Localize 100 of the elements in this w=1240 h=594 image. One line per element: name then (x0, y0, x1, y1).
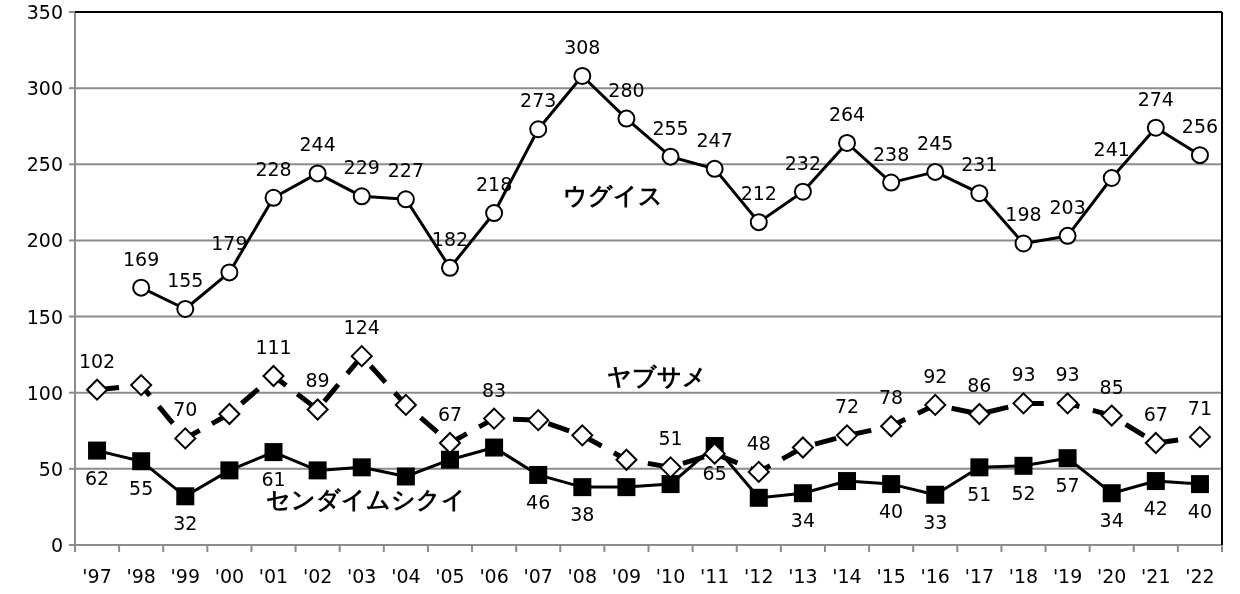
point (485, 438, 504, 457)
point (483, 407, 506, 430)
point (264, 188, 283, 207)
data-label: 169 (123, 247, 160, 270)
point (396, 467, 415, 486)
data-label: 38 (570, 503, 595, 526)
point (703, 442, 726, 465)
point (176, 487, 195, 506)
data-label: 52 (1011, 481, 1036, 504)
point (527, 409, 550, 432)
data-label: 155 (167, 268, 204, 291)
point (394, 393, 417, 416)
data-label: 51 (967, 483, 992, 506)
point (1188, 425, 1211, 448)
x-tick-label: '15 (876, 565, 906, 587)
point (529, 465, 548, 484)
point (1146, 118, 1165, 137)
point (529, 120, 548, 139)
point (352, 187, 371, 206)
point (1014, 456, 1033, 475)
x-tick-label: '13 (788, 565, 818, 587)
point (617, 478, 636, 497)
point (926, 162, 945, 181)
point (880, 415, 903, 438)
data-label: 280 (608, 78, 645, 101)
point (882, 173, 901, 192)
data-label: 93 (1011, 363, 1036, 386)
data-label: 264 (828, 102, 866, 125)
data-label: 238 (873, 142, 910, 165)
point (1190, 146, 1209, 165)
point (571, 424, 594, 447)
x-tick-label: '21 (1141, 565, 1171, 587)
point (130, 374, 153, 397)
point (1058, 449, 1077, 468)
point (838, 472, 857, 491)
data-label: 86 (967, 374, 992, 397)
data-label: 229 (343, 156, 380, 179)
y-tick-label: 300 (26, 77, 63, 100)
point (793, 182, 812, 201)
point (926, 485, 945, 504)
point (132, 452, 151, 471)
data-label: 78 (879, 386, 904, 409)
data-label: 203 (1049, 195, 1086, 218)
point (970, 458, 989, 477)
data-label: 89 (305, 369, 330, 392)
data-label: 245 (917, 131, 954, 154)
point (1144, 431, 1167, 454)
point (308, 461, 327, 480)
point (838, 133, 857, 152)
data-label: 67 (437, 402, 463, 425)
series-label: ヤブサメ (607, 362, 708, 391)
point (440, 258, 459, 277)
data-label: 92 (923, 364, 948, 387)
data-label: 255 (652, 116, 689, 139)
x-tick-label: '12 (744, 565, 774, 587)
point (88, 441, 107, 460)
point (1056, 392, 1079, 415)
point (396, 190, 415, 209)
x-tick-label: '11 (699, 565, 730, 587)
x-tick-label: '22 (1185, 565, 1215, 587)
data-label: 244 (299, 133, 336, 156)
data-label: 102 (78, 349, 116, 372)
point (438, 431, 461, 454)
x-tick-label: '02 (302, 565, 333, 587)
y-tick-label: 150 (26, 305, 63, 328)
point (573, 66, 592, 85)
point (86, 378, 109, 401)
x-tick-label: '06 (479, 565, 509, 587)
point (793, 484, 812, 503)
point (220, 263, 239, 282)
point (174, 427, 197, 450)
point (705, 159, 724, 178)
point (924, 393, 947, 416)
point (747, 460, 770, 483)
data-label: 256 (1181, 115, 1219, 138)
data-label: 51 (658, 427, 683, 450)
data-label: 72 (834, 395, 860, 418)
x-tick-label: '05 (435, 565, 465, 587)
point (968, 403, 991, 426)
point (1102, 168, 1121, 187)
series-label: ウグイス (563, 181, 664, 210)
data-label: 57 (1055, 474, 1080, 497)
data-label: 70 (173, 398, 198, 421)
x-tick-label: '98 (126, 565, 156, 587)
point (262, 364, 285, 387)
data-label: 241 (1093, 137, 1130, 160)
data-label: 65 (702, 462, 727, 485)
y-tick-label: 250 (26, 153, 63, 176)
y-tick-label: 50 (38, 457, 63, 480)
point (440, 450, 459, 469)
data-label: 308 (564, 35, 601, 58)
point (617, 109, 636, 128)
point (573, 478, 592, 497)
x-tick-label: '04 (391, 565, 421, 587)
x-tick-label: '16 (920, 565, 950, 587)
data-label: 83 (482, 378, 507, 401)
data-label: 67 (1143, 402, 1168, 425)
x-tick-label: '03 (347, 565, 377, 587)
x-tick-label: '97 (82, 565, 112, 587)
data-label: 32 (173, 512, 198, 535)
